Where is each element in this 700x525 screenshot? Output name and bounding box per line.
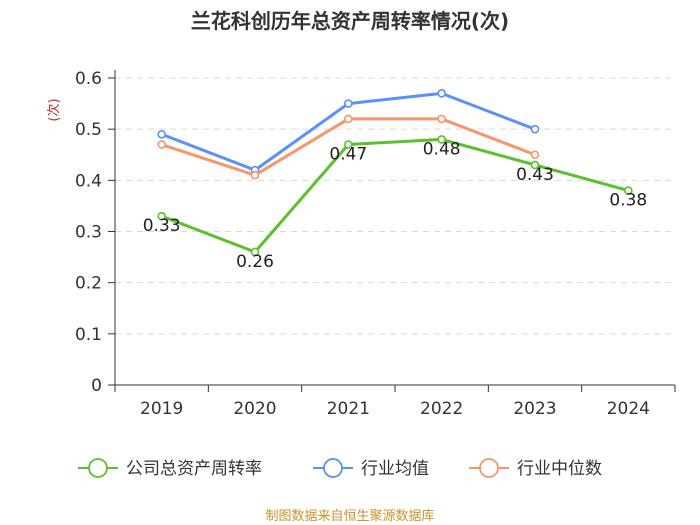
y-tick-label: 0 bbox=[91, 376, 102, 396]
series-point-2 bbox=[437, 114, 446, 124]
y-axis-label: (次) bbox=[46, 98, 62, 121]
data-label: 0.26 bbox=[236, 252, 274, 272]
legend-item-0[interactable]: 公司总资产周转率 bbox=[78, 458, 262, 479]
series-point-2 bbox=[157, 140, 166, 149]
data-labels: 0.33 0.26 0.47 0.48 0.43 0.38 bbox=[143, 139, 648, 272]
series-lines bbox=[157, 89, 633, 257]
data-label: 0.47 bbox=[329, 145, 367, 165]
data-label: 0.43 bbox=[516, 165, 554, 185]
series-point-0 bbox=[250, 247, 260, 257]
series-point-1 bbox=[344, 99, 353, 108]
series-point-2 bbox=[530, 150, 540, 160]
x-tick-label: 2022 bbox=[420, 399, 463, 419]
y-tick-label: 0.1 bbox=[75, 325, 102, 345]
legend-item-1[interactable]: 行业均值 bbox=[313, 458, 429, 479]
series-point-1 bbox=[157, 129, 166, 139]
series-point-1 bbox=[437, 89, 446, 98]
y-tick-label: 0.5 bbox=[75, 120, 102, 140]
y-tick-label: 0.3 bbox=[75, 223, 102, 243]
legend-circle-icon bbox=[88, 458, 108, 478]
legend-label: 公司总资产周转率 bbox=[126, 459, 262, 479]
data-label: 0.48 bbox=[423, 139, 461, 159]
series-point-0 bbox=[624, 186, 633, 195]
y-tick-label: 0.6 bbox=[75, 69, 102, 89]
series-point-0 bbox=[157, 211, 166, 221]
series-point-0 bbox=[530, 160, 540, 170]
legend-item-2[interactable]: 行业中位数 bbox=[469, 458, 602, 479]
legend-circle-icon bbox=[323, 458, 343, 478]
x-tick-label: 2023 bbox=[513, 399, 556, 419]
y-tick-label: 0.4 bbox=[75, 171, 102, 191]
grid-lines bbox=[115, 77, 675, 335]
series-line-0 bbox=[161, 137, 629, 254]
chart-title: 兰花科创历年总资产周转率情况(次) bbox=[191, 9, 509, 33]
axes: 0 0.1 0.2 0.3 0.4 0.5 0.6 2019 2020 2021 2022 2023 2… bbox=[75, 69, 676, 419]
series-point-2 bbox=[344, 114, 353, 124]
source-note: 制图数据来自恒生聚源数据库 bbox=[265, 508, 434, 524]
series-point-0 bbox=[437, 135, 446, 144]
x-tick-label: 2020 bbox=[233, 399, 276, 419]
y-tick-label: 0.2 bbox=[75, 274, 102, 294]
data-label: 0.33 bbox=[143, 216, 181, 236]
x-tick-label: 2021 bbox=[327, 399, 370, 419]
legend-circle-icon bbox=[479, 458, 499, 478]
x-tick-label: 2024 bbox=[607, 399, 650, 419]
x-tick-label: 2019 bbox=[140, 399, 183, 419]
series-point-2 bbox=[250, 170, 260, 180]
legend-label: 行业中位数 bbox=[517, 459, 602, 479]
legend-label: 行业均值 bbox=[361, 459, 429, 479]
series-point-0 bbox=[344, 140, 353, 149]
data-label: 0.38 bbox=[609, 191, 647, 211]
series-point-1 bbox=[530, 124, 540, 134]
legend[interactable]: 公司总资产周转率 行业均值 行业中位数 bbox=[78, 458, 602, 479]
